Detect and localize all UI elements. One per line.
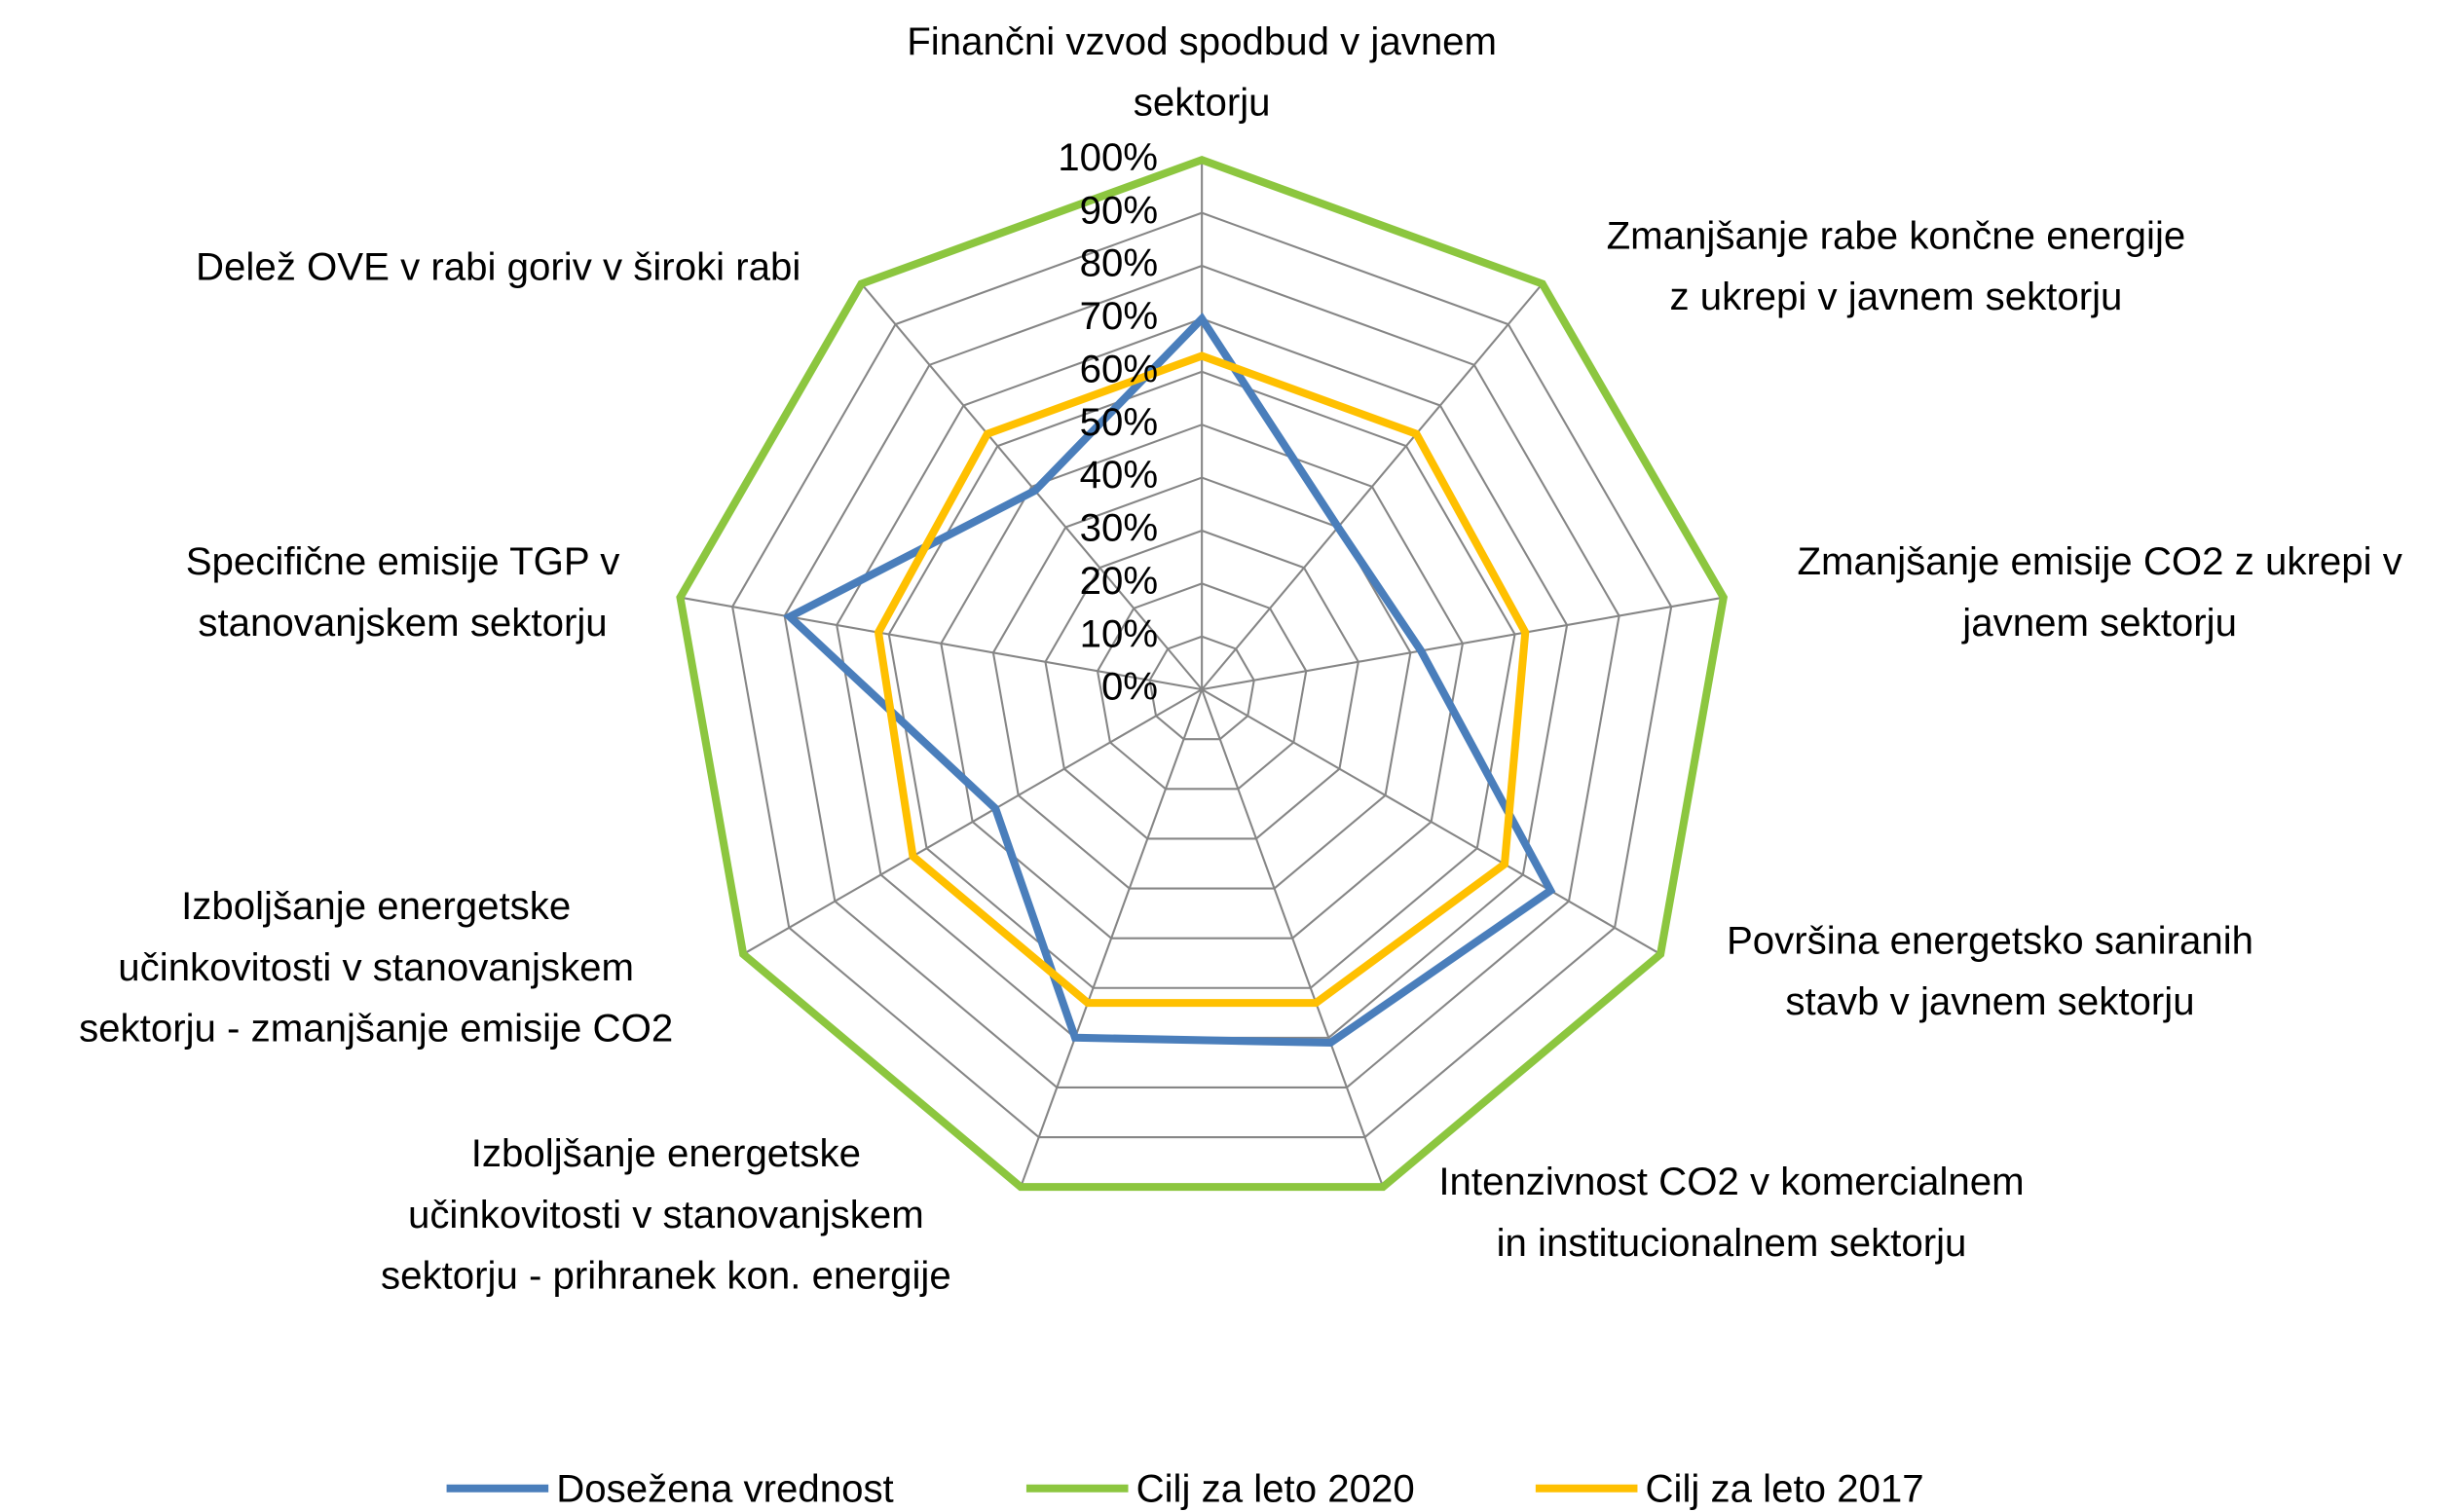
legend-label: Dosežena vrednost [556, 1467, 894, 1511]
spoke [1201, 688, 1385, 1188]
spoke [1201, 282, 1544, 690]
tick-label: 30% [1080, 506, 1159, 550]
spoke [1201, 688, 1661, 955]
spoke [680, 596, 1203, 691]
category-label: učinkovitosti v stanovanjskem [118, 945, 634, 989]
category-label: stavb v javnem sektorju [1785, 979, 2194, 1023]
series-line [874, 351, 1530, 1008]
spoke [1201, 596, 1724, 691]
tick-label: 0% [1101, 665, 1158, 709]
grid-ring [1044, 529, 1359, 840]
legend-label: Cilj za leto 2020 [1136, 1467, 1415, 1511]
grid-ring [783, 264, 1620, 1089]
grid-ring [731, 211, 1673, 1139]
tick-label: 40% [1080, 453, 1159, 497]
tick-label: 90% [1080, 188, 1159, 232]
category-label: Zmanjšanje rabe končne energije [1607, 213, 2186, 257]
tick-label: 60% [1080, 347, 1159, 390]
spoke [742, 688, 1203, 955]
tick-label: 20% [1080, 559, 1159, 603]
category-label: Izboljšanje energetske [181, 884, 571, 928]
category-label: Delež OVE v rabi goriv v široki rabi [196, 245, 800, 289]
tick-label: 70% [1080, 294, 1159, 338]
category-label: z ukrepi v javnem sektorju [1669, 275, 2122, 318]
category-label: Specifične emisije TGP v [186, 539, 620, 583]
tick-label: 80% [1080, 241, 1159, 285]
category-label: Zmanjšanje emisije CO2 z ukrepi v [1797, 539, 2401, 583]
grid-ring [991, 476, 1412, 890]
tick-label: 100% [1058, 135, 1158, 179]
category-label: Intenzivnost CO2 v komercialnem [1438, 1160, 2024, 1203]
series-line [783, 313, 1556, 1048]
category-label: Površina energetsko saniranih [1727, 918, 2253, 962]
category-label: sektorju - prihranek kon. energije [381, 1254, 951, 1298]
grid-ring [1096, 582, 1308, 791]
category-label: učinkovitosti v stanovanjskem [408, 1193, 924, 1236]
grid-ring [940, 424, 1465, 940]
category-label: Izboljšanje energetske [471, 1131, 861, 1175]
category-label: sektorju - zmanjšanje emisije CO2 [79, 1007, 673, 1051]
category-label: sektorju [1134, 81, 1271, 125]
series-line [676, 155, 1729, 1192]
spoke [860, 282, 1203, 690]
legend-label: Cilj za leto 2017 [1646, 1467, 1924, 1511]
tick-label: 10% [1080, 611, 1159, 655]
category-label: javnem sektorju [1961, 601, 2237, 645]
category-label: in institucionalnem sektorju [1497, 1221, 1967, 1265]
category-label: stanovanjskem sektorju [198, 601, 607, 645]
grid-ring [1148, 635, 1255, 741]
spoke [1020, 688, 1204, 1188]
category-label: Finančni vzvod spodbud v javnem [907, 19, 1497, 63]
tick-label: 50% [1080, 400, 1159, 444]
